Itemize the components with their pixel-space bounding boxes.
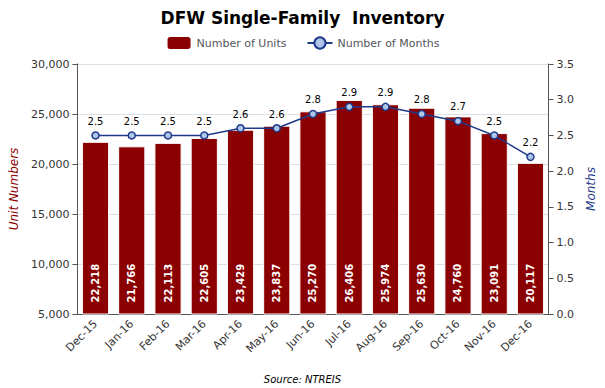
svg-text:Feb-16: Feb-16 bbox=[137, 317, 173, 353]
svg-text:23,091: 23,091 bbox=[489, 264, 500, 303]
svg-text:2.7: 2.7 bbox=[450, 101, 466, 112]
svg-text:Dec-15: Dec-15 bbox=[63, 317, 100, 354]
svg-text:DFW Single-Family Inventory: DFW Single-Family Inventory bbox=[161, 8, 445, 28]
svg-text:Dec-16: Dec-16 bbox=[498, 317, 535, 354]
svg-text:Jul-16: Jul-16 bbox=[322, 317, 354, 349]
svg-text:2.5: 2.5 bbox=[124, 116, 140, 127]
svg-text:2.5: 2.5 bbox=[88, 116, 104, 127]
svg-text:21,766: 21,766 bbox=[126, 264, 137, 303]
svg-text:Nov-16: Nov-16 bbox=[462, 317, 499, 354]
svg-text:Sep-16: Sep-16 bbox=[390, 317, 427, 354]
svg-text:25,630: 25,630 bbox=[416, 264, 427, 303]
svg-text:2.0: 2.0 bbox=[557, 165, 575, 178]
svg-text:2.9: 2.9 bbox=[341, 87, 357, 98]
svg-text:15,000: 15,000 bbox=[31, 208, 70, 221]
svg-text:2.8: 2.8 bbox=[414, 94, 430, 105]
svg-text:Source: NTREIS: Source: NTREIS bbox=[264, 374, 342, 385]
svg-text:2.9: 2.9 bbox=[378, 87, 394, 98]
svg-text:0.0: 0.0 bbox=[557, 308, 575, 321]
svg-text:1.5: 1.5 bbox=[557, 200, 575, 213]
svg-text:May-16: May-16 bbox=[244, 317, 282, 355]
svg-text:Apr-16: Apr-16 bbox=[210, 317, 245, 352]
svg-text:2.5: 2.5 bbox=[196, 116, 212, 127]
svg-text:2.8: 2.8 bbox=[305, 94, 321, 105]
svg-text:Jan-16: Jan-16 bbox=[102, 317, 137, 352]
svg-text:23,837: 23,837 bbox=[271, 264, 282, 303]
svg-text:30,000: 30,000 bbox=[31, 58, 70, 71]
svg-text:Mar-16: Mar-16 bbox=[173, 317, 209, 353]
svg-text:1.0: 1.0 bbox=[557, 236, 575, 249]
svg-text:5,000: 5,000 bbox=[38, 308, 70, 321]
svg-text:22,218: 22,218 bbox=[90, 264, 101, 303]
svg-text:23,429: 23,429 bbox=[235, 264, 246, 303]
svg-text:Months: Months bbox=[584, 167, 598, 211]
svg-text:Oct-16: Oct-16 bbox=[427, 317, 462, 352]
svg-text:3.0: 3.0 bbox=[557, 93, 575, 106]
svg-text:22,605: 22,605 bbox=[199, 264, 210, 303]
svg-text:3.5: 3.5 bbox=[557, 58, 575, 71]
svg-text:26,406: 26,406 bbox=[344, 264, 355, 303]
svg-text:22,113: 22,113 bbox=[163, 264, 174, 303]
svg-text:Unit Numbers: Unit Numbers bbox=[7, 148, 21, 231]
svg-text:2.5: 2.5 bbox=[486, 116, 502, 127]
svg-text:2.5: 2.5 bbox=[160, 116, 176, 127]
svg-text:Aug-16: Aug-16 bbox=[353, 317, 390, 354]
svg-text:2.2: 2.2 bbox=[523, 137, 539, 148]
svg-text:Jun-16: Jun-16 bbox=[283, 317, 318, 352]
svg-text:2.6: 2.6 bbox=[269, 109, 285, 120]
svg-text:2.6: 2.6 bbox=[233, 109, 249, 120]
svg-text:25,270: 25,270 bbox=[307, 264, 318, 303]
svg-text:10,000: 10,000 bbox=[31, 258, 70, 271]
svg-text:20,000: 20,000 bbox=[31, 158, 70, 171]
svg-text:0.5: 0.5 bbox=[557, 272, 575, 285]
svg-text:24,760: 24,760 bbox=[452, 264, 463, 303]
svg-text:2.5: 2.5 bbox=[557, 129, 575, 142]
svg-text:25,974: 25,974 bbox=[380, 264, 391, 303]
svg-text:25,000: 25,000 bbox=[31, 108, 70, 121]
svg-text:20,117: 20,117 bbox=[525, 264, 536, 303]
svg-text:Number of Units: Number of Units bbox=[197, 37, 287, 50]
svg-text:Number of Months: Number of Months bbox=[337, 37, 439, 50]
